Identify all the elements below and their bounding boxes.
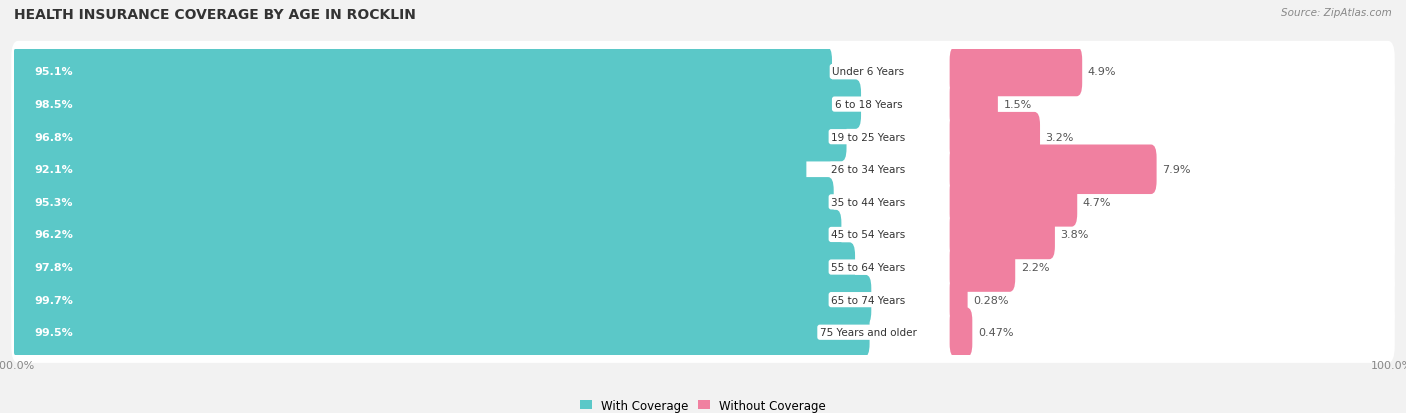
- Text: 96.2%: 96.2%: [35, 230, 73, 240]
- Legend: With Coverage, Without Coverage: With Coverage, Without Coverage: [575, 394, 831, 413]
- Text: 0.28%: 0.28%: [973, 295, 1008, 305]
- FancyBboxPatch shape: [11, 237, 1395, 298]
- Text: 95.1%: 95.1%: [35, 67, 73, 77]
- FancyBboxPatch shape: [13, 210, 841, 260]
- FancyBboxPatch shape: [13, 243, 855, 292]
- Text: Source: ZipAtlas.com: Source: ZipAtlas.com: [1281, 8, 1392, 18]
- Text: 99.5%: 99.5%: [35, 328, 73, 337]
- Text: 4.9%: 4.9%: [1088, 67, 1116, 77]
- FancyBboxPatch shape: [11, 302, 1395, 363]
- FancyBboxPatch shape: [11, 74, 1395, 135]
- Text: 6 to 18 Years: 6 to 18 Years: [835, 100, 903, 110]
- Text: 75 Years and older: 75 Years and older: [820, 328, 917, 337]
- FancyBboxPatch shape: [11, 204, 1395, 266]
- FancyBboxPatch shape: [11, 139, 1395, 200]
- Text: 65 to 74 Years: 65 to 74 Years: [831, 295, 905, 305]
- FancyBboxPatch shape: [949, 275, 967, 325]
- Text: 26 to 34 Years: 26 to 34 Years: [831, 165, 905, 175]
- Text: 0.47%: 0.47%: [977, 328, 1014, 337]
- FancyBboxPatch shape: [11, 42, 1395, 103]
- FancyBboxPatch shape: [11, 107, 1395, 168]
- Text: 45 to 54 Years: 45 to 54 Years: [831, 230, 905, 240]
- Text: 96.8%: 96.8%: [35, 132, 73, 142]
- FancyBboxPatch shape: [949, 113, 1040, 162]
- Text: 98.5%: 98.5%: [35, 100, 73, 110]
- Text: 35 to 44 Years: 35 to 44 Years: [831, 197, 905, 207]
- FancyBboxPatch shape: [949, 80, 998, 130]
- FancyBboxPatch shape: [13, 80, 860, 130]
- FancyBboxPatch shape: [11, 172, 1395, 233]
- FancyBboxPatch shape: [13, 145, 807, 195]
- Text: 7.9%: 7.9%: [1163, 165, 1191, 175]
- FancyBboxPatch shape: [13, 308, 869, 357]
- Text: 92.1%: 92.1%: [35, 165, 73, 175]
- Text: 3.8%: 3.8%: [1060, 230, 1088, 240]
- Text: 95.3%: 95.3%: [35, 197, 73, 207]
- Text: 97.8%: 97.8%: [35, 262, 73, 273]
- FancyBboxPatch shape: [949, 47, 1083, 97]
- Text: 99.7%: 99.7%: [35, 295, 73, 305]
- FancyBboxPatch shape: [13, 178, 834, 227]
- FancyBboxPatch shape: [949, 308, 973, 357]
- FancyBboxPatch shape: [13, 275, 872, 325]
- FancyBboxPatch shape: [13, 113, 846, 162]
- FancyBboxPatch shape: [11, 269, 1395, 330]
- FancyBboxPatch shape: [949, 243, 1015, 292]
- Text: 19 to 25 Years: 19 to 25 Years: [831, 132, 905, 142]
- Text: 3.2%: 3.2%: [1046, 132, 1074, 142]
- Text: 2.2%: 2.2%: [1021, 262, 1049, 273]
- Text: 1.5%: 1.5%: [1004, 100, 1032, 110]
- Text: 4.7%: 4.7%: [1083, 197, 1111, 207]
- FancyBboxPatch shape: [949, 178, 1077, 227]
- FancyBboxPatch shape: [949, 145, 1157, 195]
- Text: Under 6 Years: Under 6 Years: [832, 67, 904, 77]
- Text: HEALTH INSURANCE COVERAGE BY AGE IN ROCKLIN: HEALTH INSURANCE COVERAGE BY AGE IN ROCK…: [14, 8, 416, 22]
- FancyBboxPatch shape: [949, 210, 1054, 260]
- Text: 55 to 64 Years: 55 to 64 Years: [831, 262, 905, 273]
- FancyBboxPatch shape: [13, 47, 832, 97]
